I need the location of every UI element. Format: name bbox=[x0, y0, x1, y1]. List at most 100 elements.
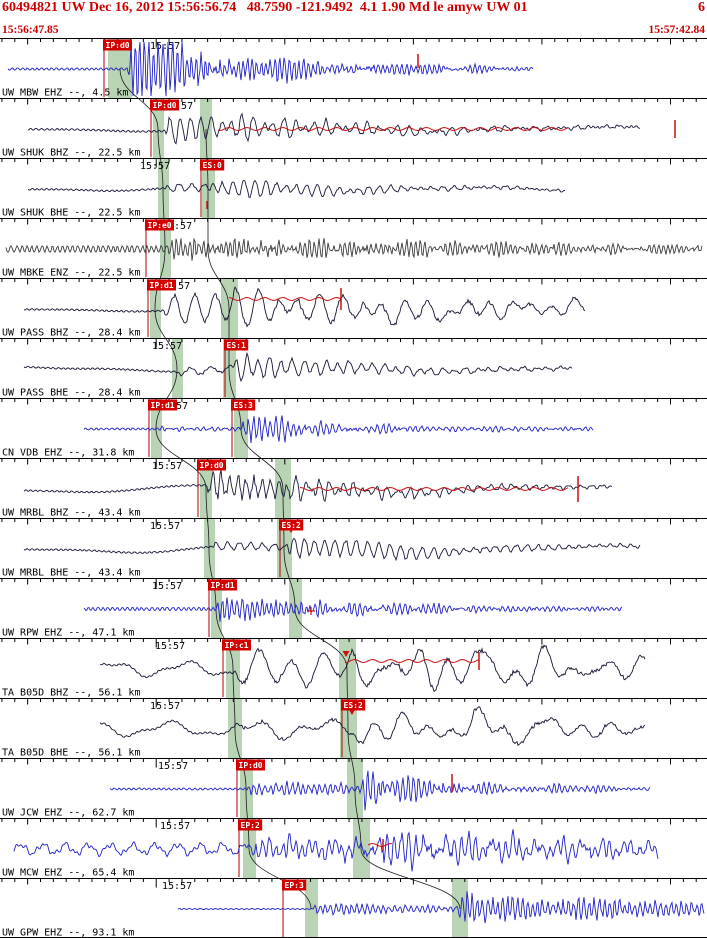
pick-flag[interactable] bbox=[236, 759, 265, 771]
waveform-trace[interactable] bbox=[99, 644, 646, 692]
station-label: UW MCW EHZ --, 65.4 km bbox=[2, 868, 134, 879]
waveform-trace[interactable] bbox=[5, 237, 703, 261]
pick-flag[interactable] bbox=[200, 159, 225, 171]
pick-flag[interactable] bbox=[279, 519, 304, 531]
waveform-trace[interactable] bbox=[23, 537, 641, 562]
pick-flag[interactable] bbox=[224, 339, 249, 351]
phase-window-band bbox=[340, 699, 357, 758]
phase-window-band bbox=[243, 819, 256, 878]
pick-flag[interactable] bbox=[147, 279, 176, 291]
coda-end-marker[interactable] bbox=[674, 120, 676, 138]
station-label: UW MRBL BHZ --, 43.4 km bbox=[2, 508, 140, 519]
event-summary: 60494821 UW Dec 16, 2012 15:56:56.74 48.… bbox=[2, 0, 528, 15]
coda-duration-line bbox=[344, 658, 480, 664]
coda-end-marker[interactable] bbox=[417, 54, 419, 68]
pick-flag[interactable] bbox=[282, 879, 307, 891]
waveform-trace[interactable] bbox=[7, 41, 534, 97]
coda-end-marker[interactable] bbox=[451, 774, 453, 792]
pick-flag[interactable] bbox=[231, 399, 256, 411]
pick-flag-label: ES:2 bbox=[344, 701, 363, 710]
minute-label: 15:57 bbox=[140, 161, 170, 172]
pick-flag-label: EP:3 bbox=[285, 881, 304, 890]
p-traveltime-curve bbox=[119, 68, 312, 910]
station-label: UW MBW EHZ --, 4.5 km bbox=[2, 88, 128, 99]
waveform-trace[interactable] bbox=[23, 351, 573, 383]
coda-duration-line bbox=[228, 296, 342, 302]
waveform-trace[interactable] bbox=[13, 829, 659, 872]
waveform-trace[interactable] bbox=[23, 469, 613, 503]
pick-flag-label: EP:2 bbox=[241, 821, 260, 830]
waveform-trace[interactable] bbox=[27, 179, 565, 199]
phase-window-band bbox=[172, 339, 183, 398]
time-range-bar: 15:56:47.85 15:57:42.84 bbox=[0, 24, 707, 37]
station-label: UW SHUK BHE --, 22.5 km bbox=[2, 208, 140, 219]
phase-window-band bbox=[339, 639, 356, 698]
pick-flag-label: IP:e0 bbox=[148, 221, 172, 230]
coda-end-marker[interactable] bbox=[382, 839, 384, 851]
waveform-trace[interactable] bbox=[27, 112, 641, 145]
seismogram-plot[interactable]: 15:57 15:57 15:57 15:57 15:57 15:57 15:57 15:57… bbox=[0, 38, 707, 938]
pick-flag[interactable] bbox=[103, 39, 132, 51]
event-header: 60494821 UW Dec 16, 2012 15:56:56.74 48.… bbox=[0, 0, 707, 17]
waveform-trace[interactable] bbox=[23, 286, 586, 328]
coda-duration-line bbox=[367, 842, 393, 848]
minute-label: 15:57 bbox=[160, 821, 190, 832]
minute-label: 15:57 bbox=[152, 461, 182, 472]
coda-end-marker[interactable] bbox=[340, 288, 342, 310]
waveform-trace[interactable] bbox=[83, 415, 594, 444]
minute-label: 15:57 bbox=[150, 701, 180, 712]
pick-flag[interactable] bbox=[148, 399, 177, 411]
station-label: UW JCW EHZ --, 62.7 km bbox=[2, 808, 134, 819]
pick-flag[interactable] bbox=[208, 579, 237, 591]
s-traveltime-curve bbox=[205, 128, 461, 910]
pick-flag-label: IP:d0 bbox=[106, 41, 130, 50]
pick-flag-label: ES:1 bbox=[227, 341, 246, 350]
station-label: UW PASS BHZ --, 28.4 km bbox=[2, 328, 140, 339]
coda-end-marker[interactable] bbox=[577, 476, 579, 502]
pick-triangle-marker[interactable] bbox=[342, 651, 350, 657]
pick-flag-label: ES:2 bbox=[282, 521, 301, 530]
minute-label: 15:57 bbox=[150, 521, 180, 532]
pick-flag-label: IP:d0 bbox=[239, 761, 263, 770]
pick-flag[interactable] bbox=[238, 819, 263, 831]
phase-window-band bbox=[277, 519, 292, 578]
station-label: UW MBKE ENZ --, 22.5 km bbox=[2, 268, 140, 279]
coda-duration-line bbox=[299, 486, 569, 492]
station-label: UW RPW EHZ --, 47.1 km bbox=[2, 628, 134, 639]
station-label: TA B05D BHE --, 56.1 km bbox=[2, 748, 140, 759]
phase-window-band bbox=[353, 819, 370, 878]
pick-flag-label: IP:d0 bbox=[200, 461, 224, 470]
minute-label: 15:57 bbox=[158, 761, 188, 772]
phase-window-band bbox=[200, 99, 212, 158]
pick-flag[interactable] bbox=[197, 459, 226, 471]
coda-duration-line bbox=[217, 126, 569, 132]
phase-window-band bbox=[240, 759, 253, 818]
minute-label: 15:57 bbox=[162, 221, 192, 232]
waveform-trace[interactable] bbox=[83, 597, 623, 622]
minute-label: 15:57 bbox=[155, 641, 185, 652]
pick-flag[interactable] bbox=[145, 219, 174, 231]
pick-flag-label: IP:d1 bbox=[150, 281, 174, 290]
pick-flag-label: IP:d1 bbox=[151, 401, 175, 410]
pick-flag[interactable] bbox=[341, 699, 366, 711]
waveform-trace[interactable] bbox=[109, 770, 651, 811]
waveform-trace[interactable] bbox=[99, 706, 646, 747]
event-header-right: 6 bbox=[698, 0, 705, 15]
phase-window-band bbox=[150, 279, 161, 338]
coda-end-marker[interactable] bbox=[206, 201, 208, 209]
station-label: UW MRBL BHE --, 43.4 km bbox=[2, 568, 140, 579]
phase-window-band bbox=[202, 159, 215, 218]
minute-label: 15:57 bbox=[162, 881, 192, 892]
pick-flag-label: ES:3 bbox=[234, 401, 253, 410]
coda-end-marker[interactable] bbox=[478, 652, 480, 670]
station-label: UW GPW EHZ --, 93.1 km bbox=[2, 928, 134, 938]
pick-flag-label: IP:d0 bbox=[153, 101, 177, 110]
waveform-trace[interactable] bbox=[177, 891, 705, 924]
station-label: CN VDB EHZ --, 31.8 km bbox=[2, 448, 134, 459]
pick-flag[interactable] bbox=[150, 99, 179, 111]
pick-flag[interactable] bbox=[222, 639, 251, 651]
pick-flag-label: IP:d1 bbox=[211, 581, 235, 590]
pick-flag-label: ES:0 bbox=[203, 161, 222, 170]
window-start-time: 15:56:47.85 bbox=[2, 24, 59, 36]
